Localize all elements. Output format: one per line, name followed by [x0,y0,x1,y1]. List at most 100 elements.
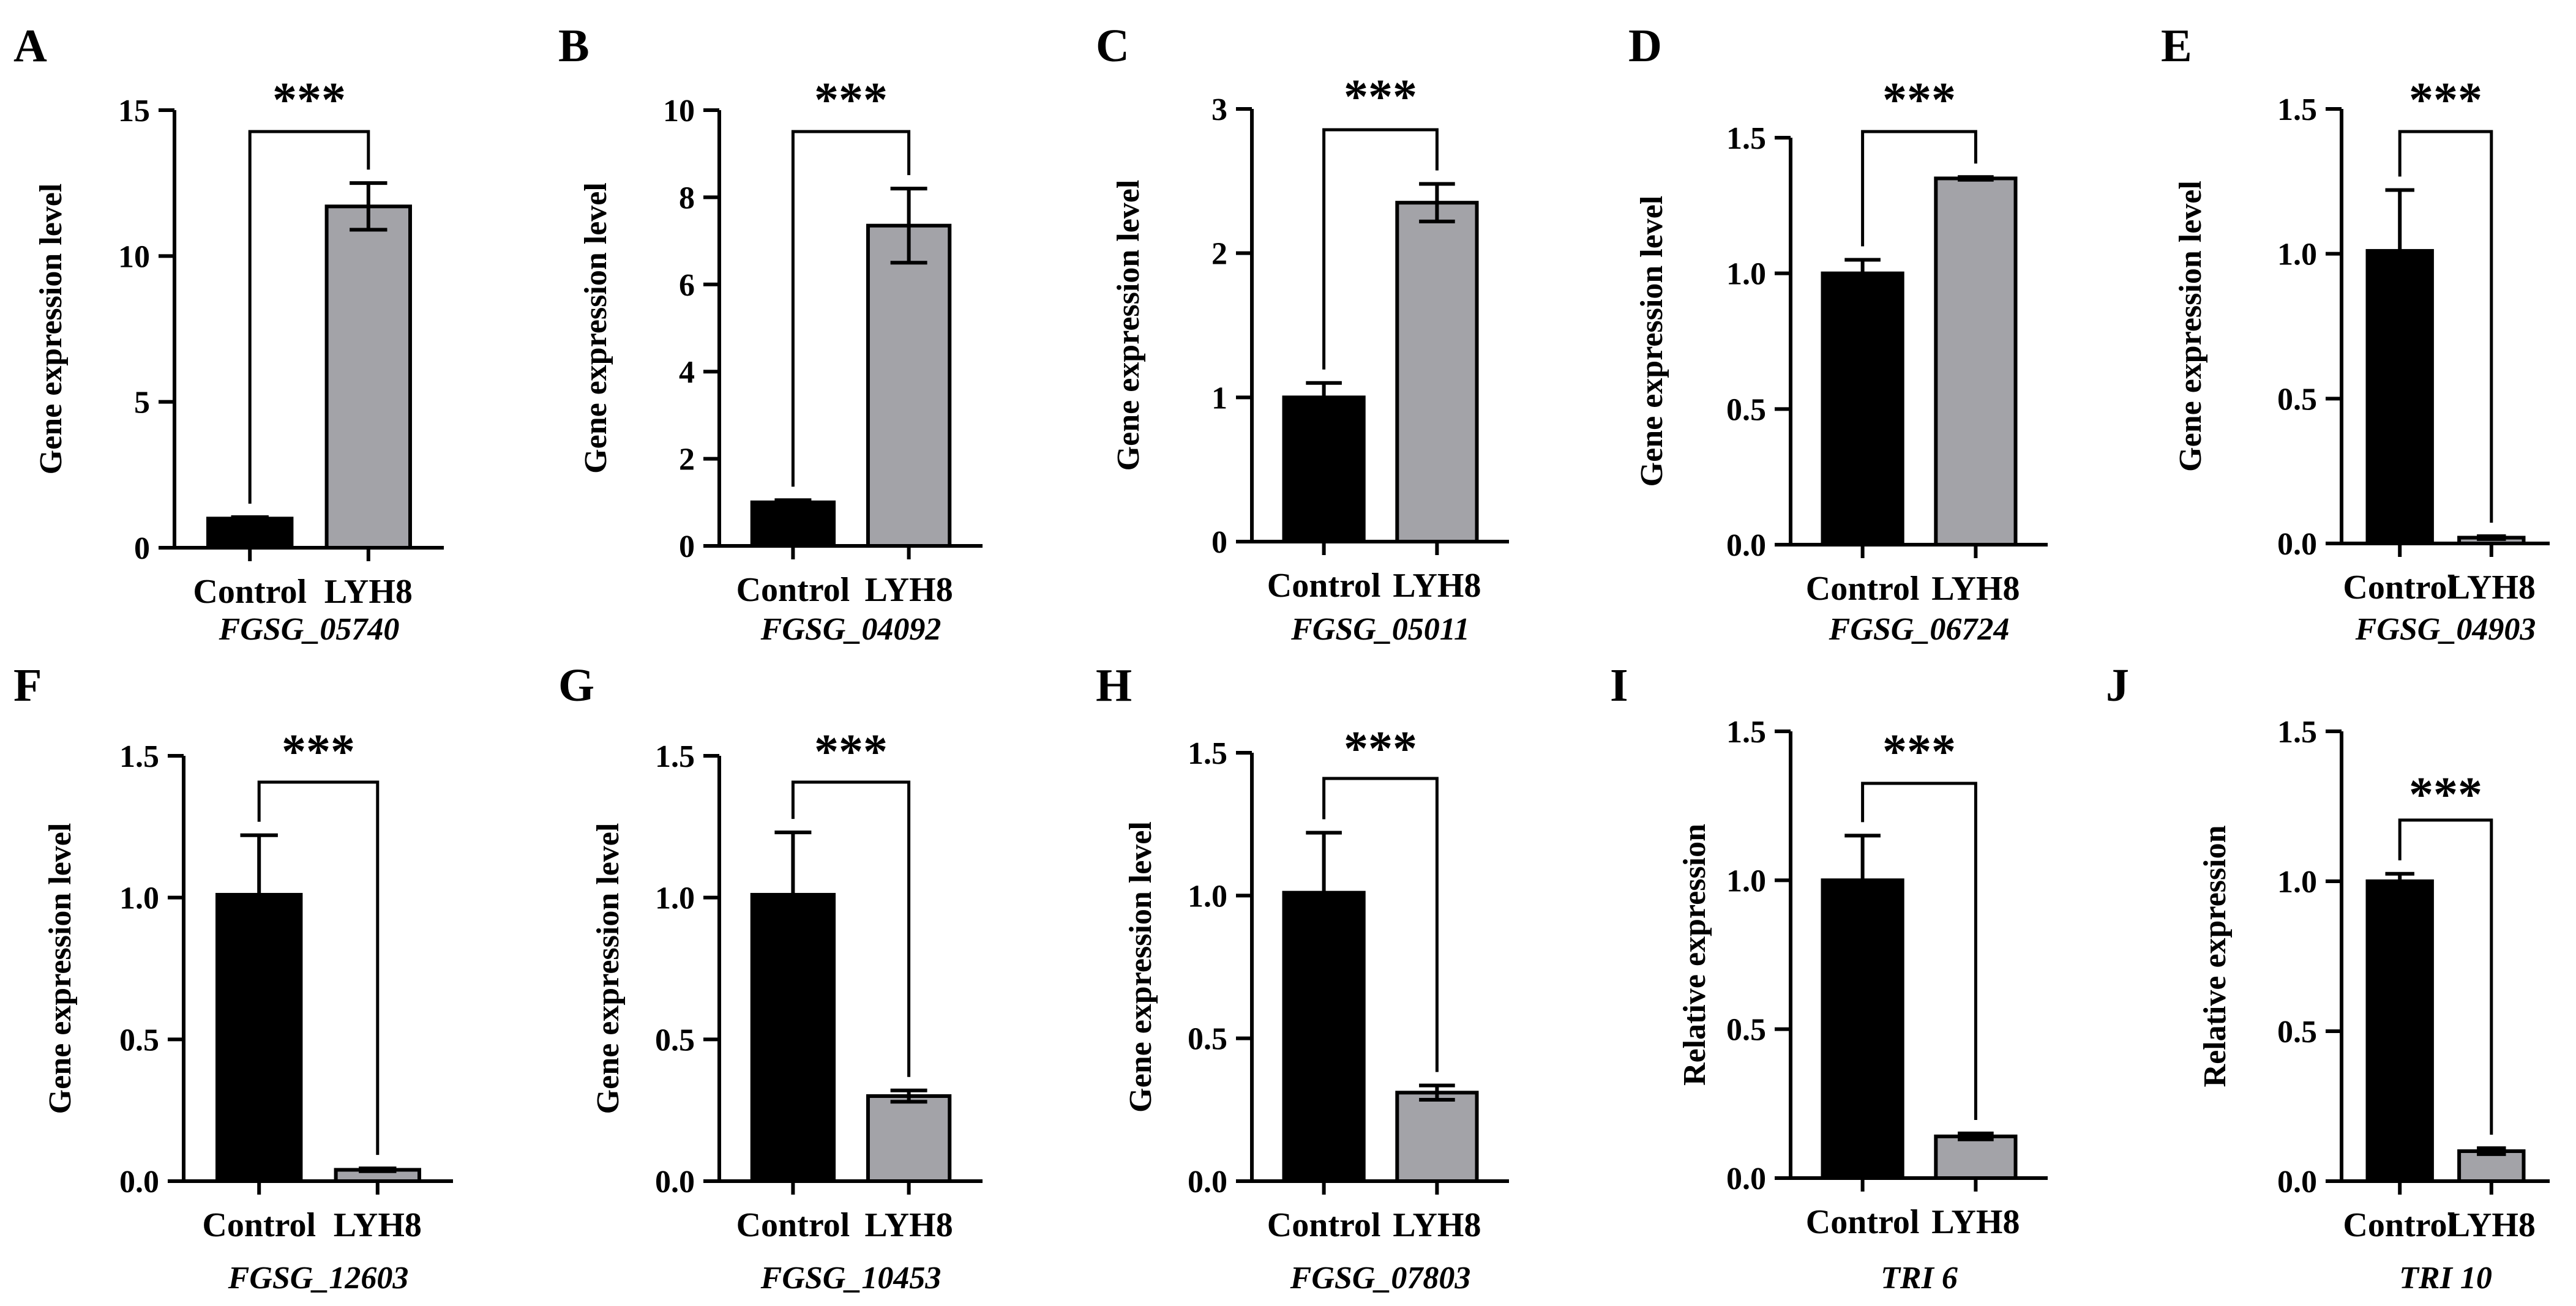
significance-bracket [791,130,911,487]
gene-label: FGSG_05011 [1290,612,1470,647]
panel-letter: I [1610,660,1628,711]
panel-letter: A [13,20,47,72]
x-tick-label: LYH8 [1931,570,2020,608]
y-tick-label: 1.0 [1188,879,1227,914]
gene-label: FGSG_04092 [760,612,942,647]
y-tick-label: 1 [1211,381,1227,416]
x-tick-label: Control [2343,569,2457,606]
panel-letter: H [1096,660,1132,711]
y-tick-label: 2 [679,442,695,477]
y-tick-label: 0 [1211,525,1227,560]
y-tick-label: 10 [663,94,695,129]
bar-control [1282,395,1366,543]
y-tick-label: 3 [1211,92,1227,127]
y-tick-label: 0.5 [1726,1013,1766,1048]
panel-letter: B [558,20,590,72]
x-tick-label: LYH8 [864,1206,953,1244]
y-tick-label: 0.5 [2277,382,2317,417]
significance-bracket [2398,130,2493,523]
y-tick-label: 0.5 [119,1023,159,1058]
bar-lyh8 [866,223,952,548]
chart-panel-j: J 0.0 0.5 1.0 1.5 Relative expression ControlL… [2106,660,2550,1296]
significance-stars: *** [272,73,346,127]
chart-panel-b: B 0 2 4 6 8 10 Gene expression level Control LYH8… [558,20,983,647]
x-tick-label: Control [736,1206,850,1244]
y-tick-label: 2 [1211,237,1227,272]
y-axis-label: Relative expression [2198,825,2233,1087]
bar-lyh8 [1934,1134,2018,1181]
y-tick-label: 1.5 [1726,715,1766,750]
x-tick-label: Control [1806,570,1920,608]
bar-lyh8 [1934,176,2018,547]
significance-bracket [1861,782,1977,1120]
y-tick-label: 1.5 [1188,736,1227,771]
significance-bracket [791,780,911,1077]
significance-stars: *** [814,725,888,779]
y-axis-label: Gene expression level [1123,821,1158,1113]
x-tick-label: Control [2343,1206,2457,1244]
y-tick-label: 1.5 [2277,92,2317,127]
y-tick-label: 0.0 [2277,527,2317,562]
gene-label: TRI 6 [1881,1261,1958,1296]
gene-label: FGSG_04903 [2355,612,2536,647]
y-tick-label: 4 [679,355,695,390]
x-tick-label: Control [1806,1203,1920,1241]
significance-stars: *** [1882,73,1956,127]
y-tick-label: 0.5 [1188,1022,1227,1057]
y-tick-label: 1.0 [655,881,695,916]
chart-panel-d: D 0.0 0.5 1.0 1.5 Gene expression level Contro… [1628,20,2048,647]
x-tick-label: LYH8 [2447,569,2536,606]
chart-panel-f: F 0.0 0.5 1.0 1.5 Gene expression level Contro… [13,660,453,1296]
panel-letter: C [1096,20,1129,72]
y-tick-label: 0 [134,531,150,566]
y-tick-label: 1.0 [1726,864,1766,898]
chart-panel-g: G 0.0 0.5 1.0 1.5 Gene expression level Contro… [558,660,983,1296]
y-tick-label: 1.5 [119,739,159,774]
y-tick-label: 0.0 [119,1165,159,1200]
significance-bracket [1322,128,1439,370]
x-tick-label: LYH8 [1393,567,1481,605]
y-tick-label: 10 [118,239,150,274]
y-tick-label: 0.0 [2277,1165,2317,1200]
x-tick-label: LYH8 [1931,1203,2020,1241]
panel-letter: E [2161,20,2192,72]
y-tick-label: 0.5 [1726,392,1766,427]
gene-label: FGSG_06724 [1829,612,2010,647]
significance-stars: *** [282,725,355,779]
panel-letter: J [2106,660,2129,711]
y-axis-label: Gene expression level [1111,180,1146,471]
bar-lyh8 [1395,1091,1479,1184]
y-tick-label: 1.5 [1726,121,1766,156]
y-axis-label: Gene expression level [2173,181,2208,472]
y-tick-label: 1.0 [2277,237,2317,272]
x-tick-label: Control [193,573,307,611]
y-tick-label: 8 [679,181,695,215]
chart-panel-a: A 0 5 10 15 Gene expression level Control LYH8 *… [13,20,444,647]
y-tick-label: 0.0 [1726,528,1766,563]
bar-control [1821,878,1904,1181]
y-tick-label: 0.5 [2277,1015,2317,1050]
y-tick-label: 6 [679,268,695,303]
gene-label: FGSG_12603 [228,1261,409,1296]
y-tick-label: 1.5 [2277,715,2317,750]
panel-letter: G [558,660,594,711]
significance-bracket [248,130,370,504]
significance-bracket [1322,777,1439,1072]
gene-label: FGSG_07803 [1290,1261,1471,1296]
panel-letter: D [1628,20,1662,72]
x-tick-label: Control [1267,1206,1381,1244]
x-tick-label: LYH8 [864,571,953,609]
y-tick-label: 0.0 [1188,1165,1227,1200]
x-tick-label: LYH8 [334,1206,422,1244]
chart-panel-c: C 0 1 2 3 Gene expression level Control LYH8 ***… [1096,20,1509,647]
significance-stars: *** [814,73,888,127]
bar-control [1821,271,1904,547]
y-tick-label: 15 [118,94,150,129]
y-axis-label: Relative expression [1677,824,1712,1086]
significance-stars: *** [1344,70,1417,124]
gene-label: TRI 10 [2399,1261,2492,1296]
y-axis-label: Gene expression level [578,182,613,474]
significance-bracket [1861,130,1977,247]
y-tick-label: 5 [134,386,150,420]
x-tick-label: LYH8 [324,573,413,611]
